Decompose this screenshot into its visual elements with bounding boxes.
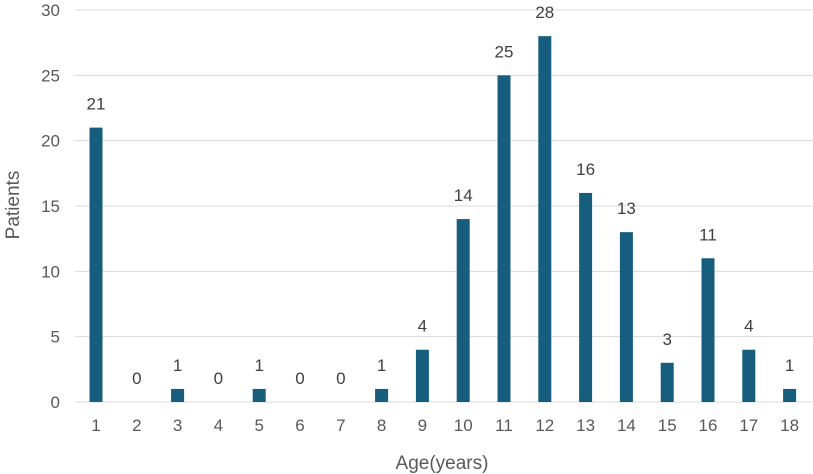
bar — [497, 75, 511, 402]
data-label: 1 — [377, 356, 386, 375]
y-axis-ticks: 0 5 10 15 20 25 30 — [41, 1, 60, 412]
y-tick-label: 20 — [41, 132, 60, 151]
bar — [619, 232, 633, 402]
data-label: 4 — [418, 317, 427, 336]
x-tick-label: 8 — [377, 416, 386, 435]
gridlines — [75, 9, 813, 403]
data-label: 0 — [132, 369, 141, 388]
bar — [171, 388, 185, 402]
bar — [456, 219, 470, 402]
data-label: 14 — [454, 186, 473, 205]
data-label: 25 — [495, 42, 514, 61]
x-axis-ticks: 1 2 3 4 5 6 7 8 9 10 11 12 13 14 15 16 17 18 — [91, 416, 799, 435]
data-label: 21 — [87, 95, 106, 114]
y-tick-label: 5 — [51, 328, 60, 347]
y-tick-label: 15 — [41, 197, 60, 216]
data-label: 3 — [662, 330, 671, 349]
x-tick-label: 1 — [91, 416, 100, 435]
data-label: 0 — [214, 369, 223, 388]
x-tick-label: 17 — [739, 416, 758, 435]
y-tick-label: 10 — [41, 262, 60, 281]
x-tick-label: 14 — [617, 416, 636, 435]
x-tick-label: 11 — [495, 416, 513, 435]
data-label: 16 — [576, 160, 595, 179]
x-tick-label: 10 — [454, 416, 473, 435]
bar — [415, 349, 429, 402]
y-axis-title: Patients — [3, 171, 24, 240]
bar — [742, 349, 756, 402]
x-tick-label: 4 — [214, 416, 223, 435]
data-label: 11 — [699, 225, 717, 244]
bar — [701, 258, 715, 402]
y-tick-label: 25 — [41, 66, 60, 85]
bar — [660, 362, 674, 402]
x-tick-label: 7 — [336, 416, 345, 435]
data-label: 28 — [535, 3, 554, 22]
data-label: 1 — [785, 356, 794, 375]
x-tick-label: 2 — [132, 416, 141, 435]
x-tick-label: 6 — [295, 416, 304, 435]
x-tick-label: 13 — [576, 416, 595, 435]
data-label: 1 — [173, 356, 182, 375]
x-tick-label: 18 — [780, 416, 799, 435]
y-tick-label: 0 — [51, 393, 60, 412]
data-label: 0 — [336, 369, 345, 388]
data-label: 0 — [295, 369, 304, 388]
bar — [252, 388, 266, 402]
data-label: 4 — [744, 317, 753, 336]
bar — [579, 192, 593, 402]
y-tick-label: 30 — [41, 1, 60, 20]
bar — [783, 388, 797, 402]
x-tick-label: 15 — [658, 416, 677, 435]
data-label: 13 — [617, 199, 636, 218]
x-tick-label: 9 — [418, 416, 427, 435]
x-tick-label: 5 — [254, 416, 263, 435]
x-tick-label: 3 — [173, 416, 182, 435]
bar — [538, 36, 552, 403]
bar — [375, 388, 389, 402]
x-axis-title: Age(years) — [396, 453, 489, 474]
bars — [89, 36, 797, 403]
data-label: 1 — [254, 356, 263, 375]
x-tick-label: 12 — [535, 416, 554, 435]
bar — [89, 127, 103, 402]
x-tick-label: 16 — [699, 416, 718, 435]
